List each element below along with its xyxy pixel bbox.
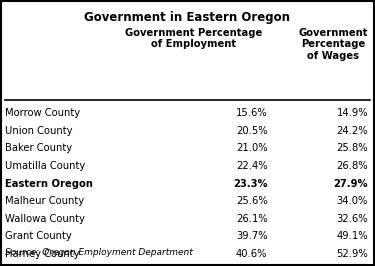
Text: 27.9%: 27.9% xyxy=(333,178,368,189)
Text: 15.6%: 15.6% xyxy=(236,108,267,118)
Text: 49.1%: 49.1% xyxy=(336,231,368,242)
Text: 25.8%: 25.8% xyxy=(336,143,368,153)
Text: 52.9%: 52.9% xyxy=(336,249,368,259)
Text: 26.8%: 26.8% xyxy=(336,161,368,171)
Text: Source: Oregon Employment Department: Source: Oregon Employment Department xyxy=(5,248,193,257)
Text: 39.7%: 39.7% xyxy=(236,231,267,242)
Text: Union County: Union County xyxy=(5,126,73,136)
Text: Morrow County: Morrow County xyxy=(5,108,80,118)
Text: Eastern Oregon: Eastern Oregon xyxy=(5,178,93,189)
Text: Government in Eastern Oregon: Government in Eastern Oregon xyxy=(84,11,291,24)
Text: Harney County: Harney County xyxy=(5,249,80,259)
Text: 14.9%: 14.9% xyxy=(336,108,368,118)
Text: 23.3%: 23.3% xyxy=(233,178,267,189)
Text: Grant County: Grant County xyxy=(5,231,72,242)
Text: 32.6%: 32.6% xyxy=(336,214,368,224)
Text: Umatilla County: Umatilla County xyxy=(5,161,86,171)
Text: Government Percentage
of Employment: Government Percentage of Employment xyxy=(125,28,262,49)
Text: Wallowa County: Wallowa County xyxy=(5,214,85,224)
Text: Government
Percentage
of Wages: Government Percentage of Wages xyxy=(298,28,368,61)
Text: 22.4%: 22.4% xyxy=(236,161,267,171)
Text: 21.0%: 21.0% xyxy=(236,143,267,153)
Text: Malheur County: Malheur County xyxy=(5,196,84,206)
Text: 25.6%: 25.6% xyxy=(236,196,267,206)
Text: 34.0%: 34.0% xyxy=(337,196,368,206)
Text: Baker County: Baker County xyxy=(5,143,72,153)
Text: 40.6%: 40.6% xyxy=(236,249,267,259)
Text: 24.2%: 24.2% xyxy=(336,126,368,136)
Text: 26.1%: 26.1% xyxy=(236,214,267,224)
Text: 20.5%: 20.5% xyxy=(236,126,267,136)
